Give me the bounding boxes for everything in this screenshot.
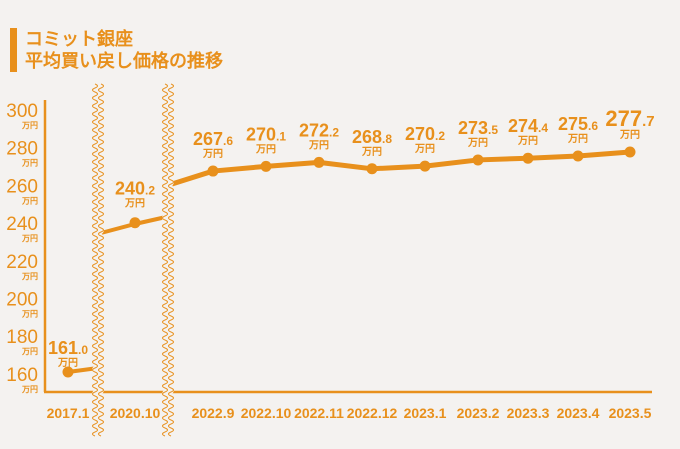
x-tick-label: 2022.11 — [294, 405, 344, 421]
axis-break-wave — [162, 83, 174, 437]
x-tick-label: 2023.1 — [404, 405, 447, 421]
title-line-1: コミット銀座 — [25, 29, 133, 49]
x-tick-label: 2022.12 — [347, 405, 398, 421]
x-tick-label: 2017.1 — [47, 405, 90, 421]
axis-break-line — [98, 83, 104, 437]
title-line-2: 平均買い戻し価格の推移 — [25, 51, 223, 71]
data-label: 240.2 — [115, 179, 155, 199]
y-tick-label: 220 — [6, 252, 38, 273]
data-label: 161.0 — [48, 338, 88, 358]
y-tick-unit: 万円 — [21, 309, 38, 318]
data-label: 272.2 — [299, 120, 339, 140]
x-tick-label: 2020.10 — [110, 405, 161, 421]
data-label: 270.2 — [405, 124, 445, 144]
series-line-segment — [171, 149, 631, 187]
data-label: 270.1 — [246, 124, 286, 144]
data-label: 274.4 — [508, 116, 548, 136]
y-tick-label: 200 — [6, 289, 38, 310]
x-tick-label: 2023.3 — [507, 405, 550, 421]
data-label-unit: 万円 — [124, 198, 145, 210]
data-label: 277.7 — [605, 106, 654, 131]
y-tick-label: 260 — [6, 176, 38, 197]
y-tick-label: 240 — [6, 214, 38, 235]
data-label-unit: 万円 — [202, 148, 223, 160]
data-label-unit: 万円 — [467, 137, 488, 149]
x-tick-label: 2023.5 — [609, 405, 652, 421]
data-point — [572, 150, 584, 162]
y-tick-unit: 万円 — [21, 347, 38, 356]
data-label: 268.8 — [352, 127, 392, 147]
data-label-unit: 万円 — [567, 133, 588, 145]
y-tick-label: 160 — [6, 365, 38, 386]
y-tick-label: 280 — [6, 139, 38, 160]
y-tick-unit: 万円 — [21, 121, 38, 130]
data-point — [62, 366, 74, 378]
axis-break-line — [92, 83, 98, 437]
x-tick-label: 2022.9 — [192, 405, 235, 421]
x-tick-label: 2023.2 — [457, 405, 500, 421]
data-label-unit: 万円 — [361, 146, 382, 158]
y-tick-unit: 万円 — [21, 272, 38, 281]
y-tick-unit: 万円 — [21, 234, 38, 243]
data-point — [419, 160, 431, 172]
chart-title: コミット銀座 平均買い戻し価格の推移 — [10, 28, 223, 72]
data-label: 267.6 — [193, 129, 233, 149]
axis-break-line — [162, 83, 168, 437]
data-label-unit: 万円 — [57, 357, 78, 369]
axis-break-gap — [92, 80, 104, 440]
y-tick-label: 180 — [6, 327, 38, 348]
axis-break-gap — [162, 80, 174, 440]
data-label-unit: 万円 — [517, 135, 538, 147]
y-tick-label: 300 — [6, 101, 38, 122]
x-tick-label: 2023.4 — [557, 405, 600, 421]
data-point — [260, 160, 272, 172]
data-point — [129, 217, 141, 229]
x-tick-label: 2022.10 — [241, 405, 292, 421]
data-point — [313, 156, 325, 168]
data-point — [522, 152, 534, 164]
data-point — [472, 154, 484, 166]
data-label-unit: 万円 — [619, 129, 640, 141]
y-tick-unit: 万円 — [21, 385, 38, 394]
axis-break-line — [168, 83, 174, 437]
data-label: 275.6 — [558, 114, 598, 134]
data-label-unit: 万円 — [255, 143, 276, 155]
data-point — [207, 165, 219, 177]
data-label-unit: 万円 — [414, 143, 435, 155]
y-tick-unit: 万円 — [21, 196, 38, 205]
data-point — [624, 146, 636, 158]
y-tick-unit: 万円 — [21, 159, 38, 168]
data-label: 273.5 — [458, 118, 498, 138]
axis-break-wave — [92, 83, 104, 437]
data-label-unit: 万円 — [308, 139, 329, 151]
data-point — [366, 163, 378, 175]
